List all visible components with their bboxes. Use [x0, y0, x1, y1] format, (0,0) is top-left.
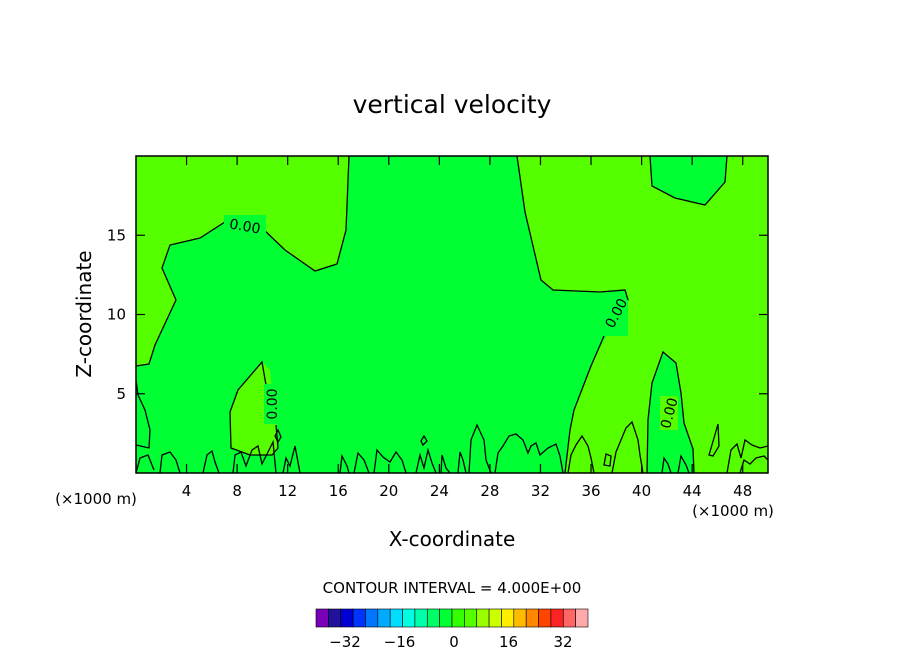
- colorbar-tick-label: −32: [329, 633, 361, 651]
- contour-line-zero: [274, 428, 282, 444]
- x-tick-label: 24: [430, 482, 449, 500]
- contour-line-zero: [373, 448, 407, 473]
- colorbar-swatch: [328, 608, 342, 628]
- contour-label-mask: [224, 215, 266, 233]
- colorbar-swatch: [377, 608, 391, 628]
- y-tick-label: 5: [116, 385, 126, 403]
- colorbar-swatch: [464, 608, 478, 628]
- colorbar-swatch: [352, 608, 366, 628]
- plot-area: 0.00 0.00 0.00 0.00: [136, 156, 768, 473]
- contour-line-zero: [415, 447, 437, 473]
- colorbar: [315, 608, 589, 628]
- colorbar-swatch: [538, 608, 552, 628]
- contour-line-zero: [232, 439, 277, 473]
- colorbar-tick-label: 32: [553, 633, 572, 651]
- x-tick-label: 28: [480, 482, 499, 500]
- x-tick-label: 4: [182, 482, 192, 500]
- contour-line-zero: [739, 455, 768, 473]
- contour-line-zero: [282, 445, 301, 473]
- y-tick-label: 10: [107, 306, 126, 324]
- y-axis-label: Z-coordinate: [72, 250, 96, 377]
- colorbar-swatch: [562, 608, 576, 628]
- contour-line-zero: [564, 335, 605, 473]
- colorbar-swatch: [525, 608, 539, 628]
- contour-label-mask: [604, 300, 628, 336]
- x-ticks: [185, 156, 744, 473]
- colorbar-tick-label: −16: [384, 633, 416, 651]
- contour-line-zero: [726, 438, 768, 473]
- x-tick-label: 48: [733, 482, 752, 500]
- y-unit-label: (×1000 m): [55, 490, 137, 508]
- colorbar-swatch: [439, 608, 453, 628]
- x-tick-label: 12: [278, 482, 297, 500]
- contour-line-zero: [136, 454, 155, 473]
- colorbar-swatch: [340, 608, 354, 628]
- contour-line-zero: [420, 434, 428, 447]
- contour-line-zero: [649, 156, 728, 206]
- colorbar-swatch: [501, 608, 515, 628]
- contour-label: 0.00: [228, 216, 261, 237]
- contour-line-zero: [339, 453, 350, 473]
- colorbar-swatch: [550, 608, 564, 628]
- contour-line-zero: [457, 451, 467, 473]
- x-tick-label: 16: [329, 482, 348, 500]
- contour-line-zero: [353, 451, 370, 473]
- contour-line-zero: [567, 434, 595, 473]
- contour-line-zero: [611, 420, 644, 473]
- contour-line-zero: [202, 449, 220, 473]
- colorbar-tick-label: 16: [499, 633, 518, 651]
- contour-label-mask: [264, 384, 280, 424]
- colorbar-swatch: [402, 608, 416, 628]
- contour-line-zero: [708, 423, 720, 457]
- contour-line-zero: [516, 156, 629, 305]
- contour-line-zero: [440, 454, 451, 473]
- x-tick-label: 36: [581, 482, 600, 500]
- y-ticks: [136, 234, 768, 395]
- contour-interval-label: CONTOUR INTERVAL = 4.000E+00: [323, 579, 582, 597]
- contour-line-zero: [468, 423, 492, 473]
- contour-label-mask: [660, 396, 678, 430]
- contour-line-zero: [136, 379, 151, 449]
- contour-line-zero: [229, 360, 279, 456]
- contour-label: 0.00: [658, 396, 682, 430]
- y-tick-label: 15: [107, 226, 126, 244]
- contour-line-zero: [677, 454, 690, 473]
- colorbar-tick-label: 0: [449, 633, 459, 651]
- colorbar-swatch: [488, 608, 502, 628]
- x-unit-label: (×1000 m): [692, 502, 774, 520]
- contour-line-zero: [136, 219, 229, 367]
- x-tick-label: 8: [232, 482, 242, 500]
- x-tick-label: 44: [683, 482, 702, 500]
- y-tick-labels: 5 10 15: [107, 226, 126, 403]
- x-axis-label: X-coordinate: [389, 527, 516, 551]
- contour-line-zero: [262, 156, 350, 272]
- colorbar-swatch: [513, 608, 527, 628]
- contour-line-zero: [603, 453, 612, 467]
- contour-line-zero: [661, 456, 672, 473]
- chart-title: vertical velocity: [353, 90, 552, 119]
- x-tick-label: 32: [531, 482, 550, 500]
- colorbar-swatch: [389, 608, 403, 628]
- x-tick-label: 40: [632, 482, 651, 500]
- colorbar-swatch: [451, 608, 465, 628]
- near-zero-region: [650, 156, 727, 205]
- x-tick-label: 20: [379, 482, 398, 500]
- colorbar-tick-labels: −32 −16 0 16 32: [329, 633, 572, 651]
- colorbar-swatch: [575, 608, 589, 628]
- colorbar-swatch: [365, 608, 379, 628]
- x-tick-labels: 4 8 12 16 20 24 28 32 36 40 44 48: [182, 482, 752, 500]
- colorbar-swatch: [426, 608, 440, 628]
- contour-line-zero: [646, 350, 695, 473]
- contour-lines: [136, 156, 768, 473]
- contour-line-zero: [159, 451, 181, 473]
- colorbar-swatch: [315, 608, 329, 628]
- contour-value-labels: 0.00 0.00 0.00 0.00: [224, 215, 682, 430]
- colorbar-swatch: [414, 608, 428, 628]
- colorbar-swatch: [476, 608, 490, 628]
- contour-line-zero: [494, 433, 564, 473]
- contour-label: 0.00: [265, 388, 281, 419]
